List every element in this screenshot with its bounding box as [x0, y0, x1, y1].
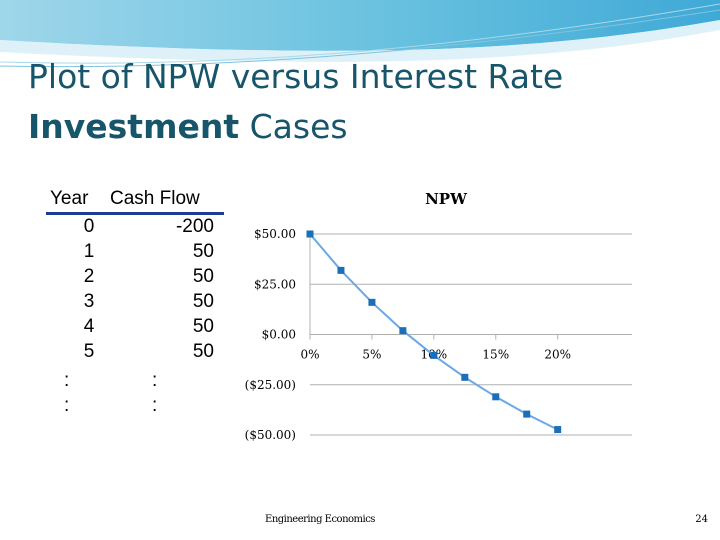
cash-flow-cell: 50	[192, 341, 214, 362]
y-tick-label: ($50.00)	[245, 428, 296, 442]
slide-title: Plot of NPW versus Interest Rate Investm…	[28, 52, 563, 152]
cash-flow-cell: 50	[192, 316, 214, 337]
data-point	[492, 393, 500, 401]
year-cell: 4	[83, 316, 95, 337]
cash-flow-cell: -200	[175, 216, 214, 237]
header-wave-decoration	[0, 0, 720, 68]
continuation-marker: :	[64, 395, 70, 416]
x-tick-label: 15%	[482, 348, 509, 362]
x-tick-label: 20%	[544, 348, 571, 362]
data-point	[430, 351, 438, 359]
year-cell: 1	[83, 241, 95, 262]
title-line-2-rest: Cases	[239, 107, 348, 146]
npw-chart: NPW $50.00 $25.00 $0.00 ($25.00) ($50.00) 0% 5%…	[245, 190, 632, 442]
data-point	[461, 373, 469, 381]
year-header: Year	[50, 188, 89, 209]
continuation-marker: :	[152, 395, 158, 416]
cash-flow-cell: 50	[192, 241, 214, 262]
cash-flow-cell: 50	[192, 291, 214, 312]
year-cell: 5	[83, 341, 95, 362]
continuation-marker: :	[64, 370, 70, 391]
year-cell: 0	[83, 216, 95, 237]
y-tick-label: $25.00	[254, 277, 296, 291]
chart-title: NPW	[425, 190, 468, 208]
y-tick-label: ($25.00)	[245, 378, 296, 392]
page-number: 24	[695, 514, 708, 525]
x-tick-label: 0%	[300, 348, 319, 362]
header-underline	[46, 212, 224, 215]
data-point	[554, 426, 562, 434]
data-point	[337, 266, 345, 274]
data-point	[368, 298, 376, 306]
footer-text: Engineering Economics	[265, 514, 375, 525]
title-line-1: Plot of NPW versus Interest Rate	[28, 57, 564, 96]
series-line	[309, 233, 559, 431]
cash-flow-header: Cash Flow	[110, 188, 200, 209]
data-point	[399, 327, 407, 335]
title-emphasis: Investment	[28, 107, 240, 146]
continuation-marker: :	[152, 370, 158, 391]
y-tick-label: $0.00	[262, 328, 296, 342]
year-cell: 3	[83, 291, 95, 312]
data-point	[523, 410, 531, 418]
cash-flow-cell: 50	[192, 266, 214, 287]
data-point	[306, 230, 314, 238]
x-tick-label: 5%	[362, 348, 381, 362]
year-cell: 2	[83, 266, 95, 287]
y-tick-label: $50.00	[254, 227, 296, 241]
